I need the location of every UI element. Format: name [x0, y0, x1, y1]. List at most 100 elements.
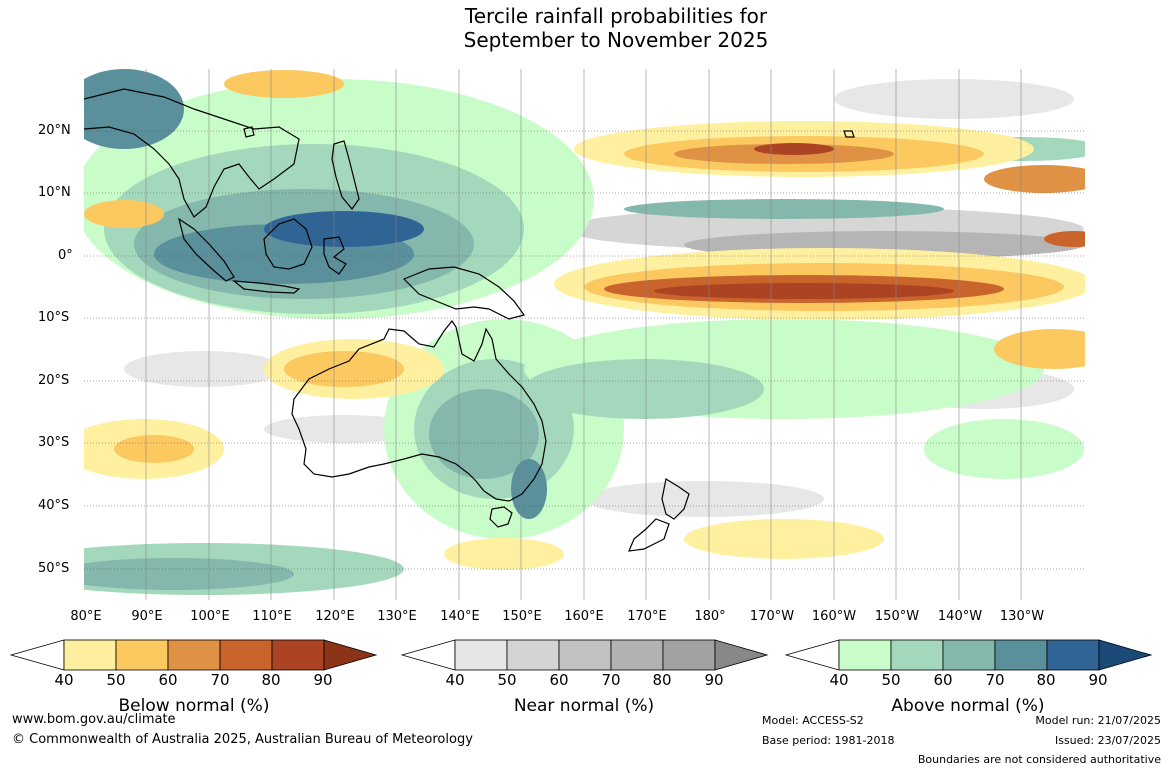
below-normal-patch — [1044, 231, 1085, 247]
below-normal-north-pacific-peak — [754, 143, 834, 155]
above-tick-90: 90 — [1088, 671, 1108, 689]
chart-title: Tercile rainfall probabilities for Septe… — [0, 4, 1173, 52]
lon-label-80e: 80°E — [70, 609, 102, 624]
new-zealand-north-coastline — [661, 478, 690, 520]
below-colorbar-segment — [167, 639, 221, 671]
colorbar-near-normal — [401, 639, 769, 671]
hawaii-coastline — [843, 130, 855, 138]
above-tick-70: 70 — [985, 671, 1005, 689]
lon-label-170e: 170°E — [627, 609, 667, 624]
sulawesi-coastline — [323, 236, 347, 275]
near-colorbar-segment — [558, 639, 612, 671]
above-normal-coral-sea — [524, 359, 764, 419]
below-colorbar-segment — [115, 639, 169, 671]
near-normal-title: Near normal (%) — [513, 696, 655, 716]
below-tick-90: 90 — [313, 671, 333, 689]
below-colorbar-max-extend — [323, 639, 378, 671]
below-tick-80: 80 — [261, 671, 281, 689]
above-normal-peak — [264, 211, 424, 247]
lon-label-130w: 130°W — [999, 609, 1045, 624]
below-normal-patch — [444, 538, 564, 570]
title-line-1: Tercile rainfall probabilities for — [464, 4, 768, 28]
below-normal-patch — [984, 165, 1085, 193]
lon-label-140w: 140°W — [937, 609, 983, 624]
below-normal-patch — [994, 329, 1085, 369]
meridians — [145, 69, 1022, 600]
below-colorbar-segment — [219, 639, 273, 671]
below-normal-patch — [224, 70, 344, 98]
above-normal-australia-core — [429, 389, 539, 479]
colorbar-above-normal — [785, 639, 1153, 671]
near-colorbar-segment — [454, 639, 508, 671]
above-tick-50: 50 — [881, 671, 901, 689]
near-tick-40: 40 — [445, 671, 465, 689]
near-tick-60: 60 — [549, 671, 569, 689]
below-normal-indian-ocean-core — [114, 435, 194, 463]
lon-label-160w: 160°W — [811, 609, 857, 624]
lon-label-140e: 140°E — [440, 609, 480, 624]
map-svg — [84, 69, 1085, 600]
lat-label-equator: 0° — [58, 248, 73, 263]
below-normal-arabian — [84, 200, 164, 228]
near-tick-90: 90 — [704, 671, 724, 689]
lon-label-90e: 90°E — [131, 609, 163, 624]
above-tick-60: 60 — [933, 671, 953, 689]
above-normal-southern-ocean-core — [84, 558, 294, 590]
lat-label-10s: 10°S — [38, 310, 70, 325]
lon-label-180: 180° — [694, 609, 726, 624]
lat-label-40s: 40°S — [38, 498, 70, 513]
below-colorbar-segment — [63, 639, 117, 671]
copyright-text: © Commonwealth of Australia 2025, Austra… — [12, 732, 473, 747]
below-normal-tasman — [684, 519, 884, 559]
below-normal-title: Below normal (%) — [118, 696, 270, 716]
below-tick-70: 70 — [210, 671, 230, 689]
above-tick-40: 40 — [829, 671, 849, 689]
above-colorbar-segment — [994, 639, 1048, 671]
base-period: Base period: 1981-2018 — [762, 734, 895, 747]
near-normal-patch — [264, 415, 424, 443]
below-tick-60: 60 — [158, 671, 178, 689]
above-colorbar-segment — [942, 639, 996, 671]
lon-label-170w: 170°W — [749, 609, 795, 624]
above-tick-80: 80 — [1036, 671, 1056, 689]
lon-label-130e: 130°E — [377, 609, 417, 624]
lon-label-150w: 150°W — [874, 609, 920, 624]
coastlines — [84, 88, 855, 552]
near-tick-50: 50 — [497, 671, 517, 689]
lat-label-20s: 20°S — [38, 373, 70, 388]
java-coastline — [232, 280, 301, 294]
indochina-coastline — [84, 88, 300, 218]
near-normal-patch — [124, 351, 284, 387]
new-zealand-south-coastline — [628, 518, 670, 552]
near-colorbar-min-extend — [401, 639, 456, 671]
near-colorbar-max-extend — [714, 639, 769, 671]
philippines-coastline — [331, 140, 360, 210]
model-run-date: Model run: 21/07/2025 — [1035, 714, 1161, 727]
australia-coastline — [291, 319, 547, 502]
below-normal-regions — [84, 70, 1085, 570]
below-normal-equatorial-peak — [654, 283, 954, 299]
lon-label-110e: 110°E — [252, 609, 292, 624]
below-colorbar-segment — [271, 639, 325, 671]
model-name: Model: ACCESS-S2 — [762, 714, 864, 727]
near-tick-80: 80 — [652, 671, 672, 689]
above-colorbar-max-extend — [1098, 639, 1153, 671]
above-normal-regions — [84, 69, 1085, 595]
website-link[interactable]: www.bom.gov.au/climate — [12, 712, 176, 727]
tasmania-coastline — [489, 506, 513, 528]
above-colorbar-segment — [890, 639, 944, 671]
issued-date: Issued: 23/07/2025 — [1054, 734, 1161, 747]
near-colorbar-segment — [506, 639, 560, 671]
near-colorbar-segment — [662, 639, 716, 671]
title-line-2: September to November 2025 — [463, 28, 769, 52]
near-tick-70: 70 — [601, 671, 621, 689]
above-normal-patch — [924, 419, 1084, 479]
lat-label-10n: 10°N — [38, 185, 71, 200]
lat-label-30s: 30°S — [38, 435, 70, 450]
lon-label-100e: 100°E — [190, 609, 230, 624]
lon-label-150e: 150°E — [502, 609, 542, 624]
above-colorbar-segment — [838, 639, 892, 671]
sumatra-coastline — [178, 217, 235, 282]
near-colorbar-segment — [610, 639, 664, 671]
borneo-coastline — [263, 218, 313, 270]
